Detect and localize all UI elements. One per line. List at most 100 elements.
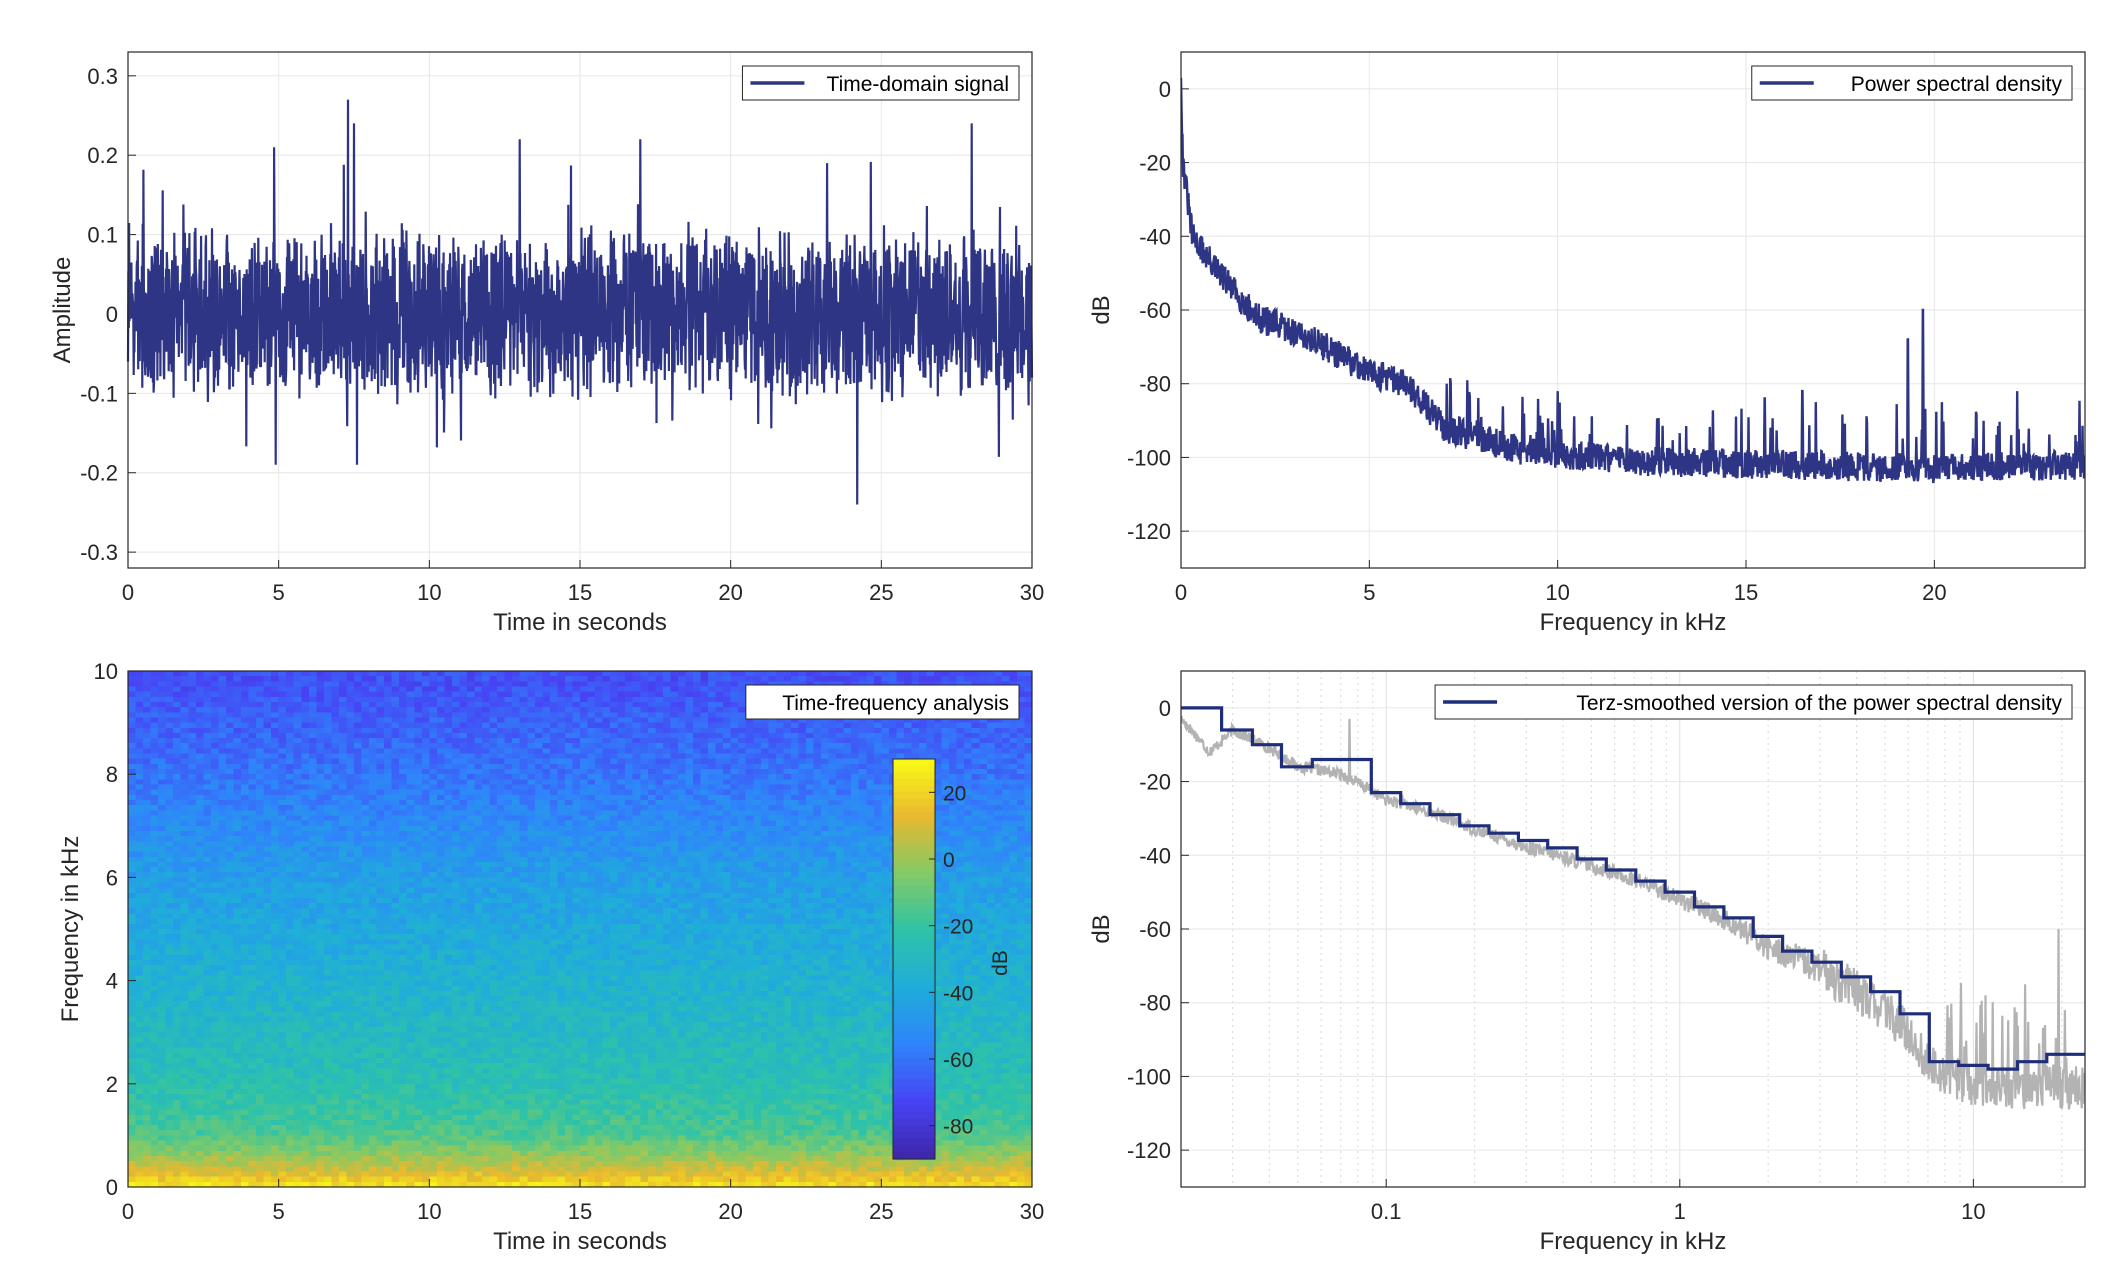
heatmap-cell	[316, 861, 325, 868]
heatmap-cell	[881, 810, 890, 817]
heatmap-cell	[293, 769, 302, 775]
heatmap-cell	[564, 707, 574, 713]
heatmap-cell	[806, 805, 815, 811]
heatmap-cell	[851, 743, 860, 749]
heatmap-cell	[685, 861, 694, 868]
heatmap-cell	[391, 784, 400, 791]
heatmap-cell	[308, 774, 317, 780]
heatmap-cell	[1024, 732, 1033, 739]
heatmap-cell	[301, 810, 310, 817]
heatmap-cell	[851, 830, 860, 837]
heatmap-cell	[866, 846, 875, 853]
heatmap-cell	[866, 722, 875, 729]
heatmap-cell	[316, 867, 325, 873]
heatmap-cell	[203, 867, 212, 873]
heatmap-cell	[964, 671, 973, 677]
heatmap-cell	[790, 841, 800, 848]
heatmap-cell	[1001, 681, 1010, 688]
heatmap-cell	[760, 681, 769, 688]
heatmap-cell	[143, 825, 152, 832]
heatmap-cell	[459, 836, 468, 842]
heatmap-cell	[263, 800, 272, 806]
heatmap-cell	[323, 712, 332, 719]
heatmap-cell	[1016, 841, 1026, 848]
heatmap-cell	[482, 686, 491, 693]
heatmap-cell	[640, 861, 649, 868]
heatmap-cell	[150, 722, 159, 729]
heatmap-cell	[429, 722, 438, 729]
heatmap-cell	[662, 769, 671, 775]
heatmap-cell	[519, 758, 528, 765]
heatmap-cell	[640, 851, 649, 858]
heatmap-cell	[263, 717, 272, 724]
heatmap-cell	[715, 722, 724, 729]
heatmap-cell	[790, 671, 800, 677]
heatmap-cell	[406, 774, 415, 780]
heatmap-cell	[941, 846, 950, 853]
heatmap-cell	[233, 671, 242, 677]
heatmap-cell	[188, 753, 197, 760]
heatmap-cell	[323, 810, 332, 817]
heatmap-cell	[474, 722, 483, 729]
heatmap-cell	[263, 732, 272, 739]
heatmap-cell	[632, 707, 641, 713]
heatmap-cell	[467, 877, 476, 884]
heatmap-cell	[881, 779, 890, 786]
heatmap-cell	[775, 856, 784, 863]
heatmap-cell	[662, 789, 671, 796]
heatmap-cell	[444, 676, 453, 682]
heatmap-cell	[617, 805, 626, 811]
heatmap-cell	[564, 743, 574, 749]
heatmap-cell	[128, 794, 137, 801]
heatmap-cell	[482, 877, 491, 884]
heatmap-cell	[406, 743, 415, 749]
heatmap-cell	[655, 769, 664, 775]
heatmap-cell	[685, 779, 694, 786]
heatmap-cell	[414, 815, 423, 822]
heatmap-cell	[798, 753, 807, 760]
heatmap-cell	[414, 872, 423, 878]
heatmap-cell	[542, 779, 551, 786]
heatmap-cell	[783, 681, 792, 688]
heatmap-cell	[369, 794, 378, 801]
heatmap-cell	[278, 707, 287, 713]
heatmap-cell	[836, 743, 845, 749]
heatmap-cell	[489, 825, 498, 832]
heatmap-cell	[497, 738, 506, 744]
heatmap-cell	[301, 779, 310, 786]
heatmap-cell	[1024, 794, 1033, 801]
heatmap-cell	[768, 779, 777, 786]
heatmap-cell	[783, 774, 792, 780]
heatmap-cell	[843, 815, 852, 822]
heatmap-cell	[1024, 867, 1033, 873]
heatmap-cell	[1016, 707, 1026, 713]
heatmap-cell	[414, 820, 423, 827]
heatmap-cell	[881, 794, 890, 801]
heatmap-cell	[821, 830, 830, 837]
heatmap-cell	[165, 815, 174, 822]
heatmap-cell	[798, 872, 807, 878]
heatmap-cell	[474, 717, 483, 724]
heatmap-cell	[406, 825, 415, 832]
heatmap-cell	[338, 856, 348, 863]
heatmap-cell	[256, 820, 265, 827]
heatmap-cell	[775, 789, 784, 796]
heatmap-cell	[843, 794, 852, 801]
heatmap-cell	[745, 794, 754, 801]
heatmap-cell	[685, 727, 694, 734]
x-tick-label: 15	[568, 580, 592, 605]
heatmap-cell	[949, 872, 958, 878]
heatmap-cell	[436, 784, 445, 791]
heatmap-cell	[693, 681, 702, 688]
heatmap-cell	[316, 784, 325, 791]
heatmap-cell	[421, 841, 430, 848]
heatmap-cell	[821, 861, 830, 868]
heatmap-cell	[595, 691, 604, 698]
heatmap-cell	[474, 686, 483, 693]
heatmap-cell	[647, 722, 656, 729]
heatmap-cell	[632, 872, 641, 878]
heatmap-cell	[497, 815, 506, 822]
heatmap-cell	[384, 748, 393, 755]
heatmap-cell	[421, 717, 430, 724]
heatmap-cell	[790, 784, 800, 791]
